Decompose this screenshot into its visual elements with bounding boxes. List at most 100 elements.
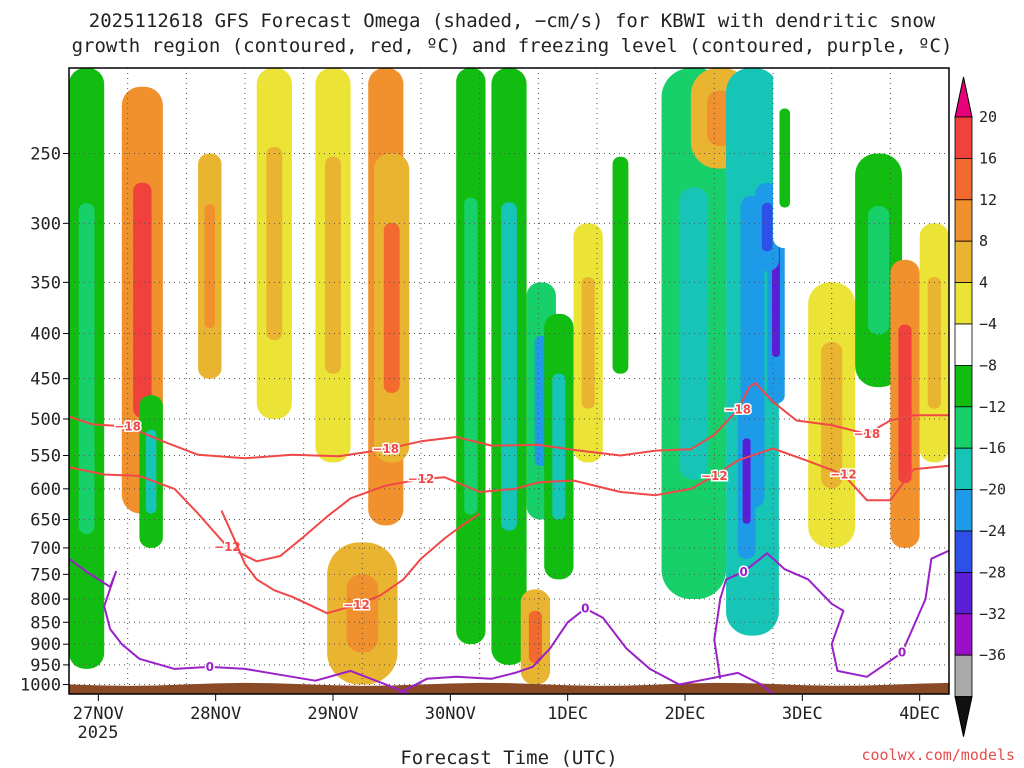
x-tick-label: 29NOV	[307, 704, 358, 724]
freezing-contour-label: 0	[739, 565, 747, 579]
y-axis: 2503003504004505005506006507007508008509…	[20, 144, 69, 696]
dgz-contour-line	[220, 510, 481, 615]
omega-core	[742, 438, 751, 524]
omega-core	[612, 156, 629, 374]
colorbar-segment	[954, 613, 973, 656]
colorbar-label: −20	[979, 481, 1006, 499]
x-tick-label: 1DEC	[547, 704, 588, 724]
dgz-contour-label: −18	[724, 403, 751, 417]
colorbar: 20 16 12 8 4 −4 −8 −12 −16 −20 −24 −28 −32 −36	[954, 76, 1006, 737]
freezing-contour-line	[397, 607, 774, 694]
omega-core	[383, 222, 400, 393]
omega-core	[679, 187, 709, 480]
credit-text[interactable]: coolwx.com/models	[861, 746, 1015, 764]
y-tick-label: 300	[30, 214, 61, 234]
y-tick-label: 750	[30, 565, 61, 585]
colorbar-segment	[954, 364, 973, 408]
colorbar-top-arrow	[954, 76, 973, 118]
omega-core	[266, 146, 283, 341]
omega-core	[771, 243, 780, 357]
dgz-contour-label: −12	[701, 469, 728, 483]
y-tick-label: 350	[30, 273, 61, 293]
y-tick-label: 400	[30, 325, 61, 345]
colorbar-segment	[954, 199, 973, 242]
colorbar-segment	[954, 323, 973, 366]
x-tick-label: 30NOV	[425, 704, 476, 724]
colorbar-label: −8	[979, 356, 997, 374]
omega-core	[501, 202, 517, 531]
omega-core	[145, 429, 157, 514]
colorbar-label: −4	[979, 315, 997, 333]
terrain	[69, 682, 949, 694]
plot-frame	[68, 67, 950, 695]
dgz-contour-label: −12	[408, 472, 435, 486]
chart-title-line1: 2025112618 GFS Forecast Omega (shaded, −…	[89, 10, 936, 32]
x-axis: 27NOV 28NOV 29NOV 30NOV 1DEC 2DEC 3DEC 4DEC	[73, 694, 940, 724]
colorbar-segment	[954, 654, 973, 698]
omega-core	[528, 610, 542, 664]
omega-core	[761, 202, 773, 252]
x-axis-year: 2025	[78, 723, 119, 743]
dgz-contour-label: −18	[114, 420, 141, 434]
y-tick-label: 950	[30, 656, 61, 676]
colorbar-segment	[954, 530, 973, 573]
dgz-contour-line	[69, 381, 949, 460]
omega-core	[927, 277, 941, 409]
freezing-contour-line	[713, 549, 949, 679]
colorbar-label: 4	[979, 274, 988, 292]
x-tick-label: 4DEC	[899, 704, 940, 724]
colorbar-label: −16	[979, 439, 1006, 457]
y-tick-label: 700	[30, 539, 61, 559]
colorbar-segment	[954, 447, 973, 491]
omega-core	[464, 197, 478, 515]
y-tick-label: 500	[30, 410, 61, 430]
x-tick-label: 28NOV	[190, 704, 241, 724]
omega-core	[78, 203, 95, 534]
colorbar-label: −32	[979, 605, 1006, 623]
colorbar-label: −28	[979, 563, 1006, 581]
colorbar-segment	[954, 240, 973, 283]
colorbar-segment	[954, 489, 973, 532]
omega-core	[779, 108, 791, 208]
y-tick-label: 1000	[20, 676, 61, 696]
colorbar-label: −24	[979, 522, 1006, 540]
dgz-contour-label: −18	[372, 442, 399, 456]
y-tick-label: 450	[30, 370, 61, 390]
colorbar-segment	[954, 406, 973, 449]
y-tick-label: 550	[30, 447, 61, 467]
freezing-contour-label: 0	[206, 660, 214, 674]
freezing-contour-label: 0	[898, 646, 906, 660]
omega-shading	[69, 68, 949, 685]
dgz-contour-label: −18	[853, 427, 880, 441]
freezing-contour-line	[69, 557, 410, 694]
colorbar-bottom-arrow	[954, 696, 973, 737]
dgz-contour-label: −12	[343, 598, 370, 612]
omega-core	[325, 156, 341, 374]
colorbar-segment	[954, 157, 973, 201]
omega-core	[821, 342, 843, 489]
y-tick-label: 600	[30, 480, 61, 500]
colorbar-label: −12	[979, 398, 1006, 416]
freezing-contour-label: 0	[581, 602, 589, 616]
colorbar-segment	[954, 572, 973, 615]
colorbar-label: 8	[979, 232, 988, 250]
x-tick-label: 3DEC	[782, 704, 823, 724]
y-tick-label: 650	[30, 511, 61, 531]
colorbar-label: 16	[979, 149, 997, 167]
y-tick-label: 850	[30, 613, 61, 633]
x-axis-title: Forecast Time (UTC)	[400, 747, 617, 768]
omega-core	[898, 324, 912, 484]
terrain-band	[69, 682, 949, 694]
colorbar-segment	[954, 116, 973, 159]
dgz-contour-label: −12	[830, 468, 857, 482]
omega-core	[552, 373, 566, 520]
y-tick-label: 900	[30, 635, 61, 655]
y-tick-label: 250	[30, 144, 61, 164]
omega-core	[868, 206, 890, 335]
chart-title-line2: growth region (contoured, red, ºC) and f…	[72, 35, 953, 57]
y-tick-label: 800	[30, 590, 61, 610]
omega-core	[204, 204, 216, 328]
omega-core	[133, 182, 152, 418]
colorbar-label: 12	[979, 191, 997, 209]
